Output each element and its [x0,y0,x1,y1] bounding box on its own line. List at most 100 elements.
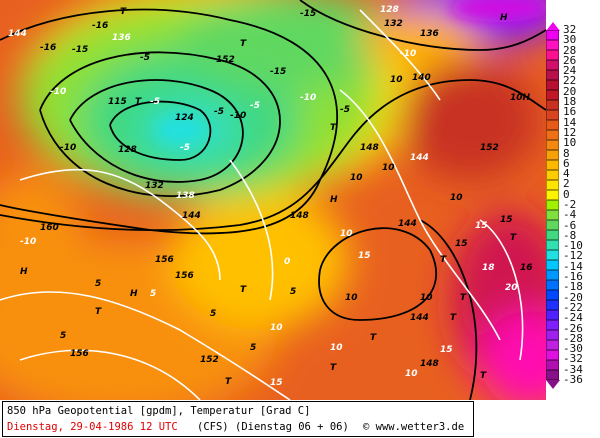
pressure-center-label: T [450,313,457,323]
contour-label: 148 [420,359,439,369]
legend-label: -4 [563,208,577,222]
legend-swatch [546,240,559,250]
legend-swatch [546,120,559,130]
pressure-center-label: T [510,233,517,243]
legend-swatch [546,250,559,260]
legend-swatch [546,220,559,230]
map-caption: 850 hPa Geopotential [gpdm], Temperatur … [2,401,474,437]
legend-swatch [546,70,559,80]
legend-label: 6 [563,156,570,170]
legend-label: -36 [563,373,583,386]
legend-label: -18 [563,280,583,294]
legend-swatch [546,60,559,70]
legend-label: -20 [563,290,583,304]
caption-model: (CFS) [197,421,229,433]
contour-label: -5 [150,97,160,107]
legend-swatch [546,370,559,380]
contour-label: 15 [500,215,513,225]
legend-swatch [546,130,559,140]
legend-swatch [546,360,559,370]
pressure-center-label: T [480,371,487,381]
legend-swatch [546,150,559,160]
legend-swatch [546,310,559,320]
contour-label: 16 [520,263,533,273]
legend-swatch [546,300,559,310]
legend-label: -28 [563,331,583,345]
legend-label: -8 [563,228,577,242]
contour-label: -5 [250,101,260,111]
legend-swatch [546,190,559,200]
contour-label: 10 [390,75,403,85]
legend-swatch [546,340,559,350]
contour-label: 115 [108,97,127,107]
legend-swatch [546,260,559,270]
contour-label: -10 [60,143,76,153]
contour-label: 15 [475,221,488,231]
contour-label: 144 [182,211,201,221]
contour-label: 10 [350,173,363,183]
contour-label: 124 [175,113,194,123]
legend-swatch [546,180,559,190]
legend-swatch [546,30,559,40]
legend-swatch [546,330,559,340]
pressure-center-label: H [20,267,28,277]
contour-label: 10 [405,369,418,379]
legend-swatch [546,80,559,90]
contour-label: 5 [250,343,256,353]
contour-label: 152 [216,55,235,65]
contour-label: 132 [145,181,164,191]
legend-swatch [546,140,559,150]
contour-label: 10 [330,343,343,353]
legend-label: -30 [563,342,583,356]
contour-label: -15 [270,67,286,77]
legend-swatch [546,40,559,50]
legend-swatch [546,230,559,240]
contour-label: 5 [95,279,101,289]
legend-label: 16 [563,105,577,119]
contour-label: 144 [8,29,27,39]
legend-arrow-bottom [546,380,560,389]
legend-swatch [546,50,559,60]
contour-label: 5 [150,289,156,299]
contour-label: 156 [155,255,174,265]
contour-label: -5 [140,53,150,63]
contour-label: 160 [40,223,59,233]
pressure-center-label: T [120,7,127,17]
legend-label: -16 [563,270,583,284]
pressure-center-label: T [460,293,467,303]
legend-swatch [546,170,559,180]
legend-label: 8 [563,146,570,160]
legend-swatch [546,110,559,120]
legend-label: -10 [563,239,583,253]
geopotential-contours [0,0,546,400]
legend-label: -12 [563,249,583,263]
contour-label: 156 [175,271,194,281]
contour-label: -15 [72,45,88,55]
pressure-center-label: T [440,255,447,265]
contour-label: 10 [420,293,433,303]
legend-swatch [546,160,559,170]
legend-label: -14 [563,259,583,273]
contour-label: 136 [420,29,439,39]
contour-label: -5 [180,143,190,153]
legend-label: 4 [563,167,570,181]
temperature-color-legend: 32 30 28 26 24 22 20 18 16 14 12 10 8 6 4 2 0 -2 -4 -6 -8 -10… [546,22,600,392]
legend-label: 2 [563,177,570,191]
pressure-center-label: T [95,307,102,317]
contour-label: 5 [210,309,216,319]
contour-label: 132 [384,19,403,29]
temperature-isotherms [0,9,524,400]
contour-label: 140 [412,73,431,83]
caption-date: Dienstag, 29-04-1986 12 UTC [7,421,178,433]
contour-label: 148 [360,143,379,153]
legend-label: 12 [563,125,577,139]
legend-label: 20 [563,84,577,98]
pressure-center-label: H [500,13,508,23]
contour-label: 15 [455,239,468,249]
legend-label: -32 [563,352,583,366]
contour-label: -16 [92,21,108,31]
legend-label: 24 [563,64,577,78]
contour-label: 144 [410,313,429,323]
caption-title: 850 hPa Geopotential [gpdm], Temperatur … [7,405,311,417]
